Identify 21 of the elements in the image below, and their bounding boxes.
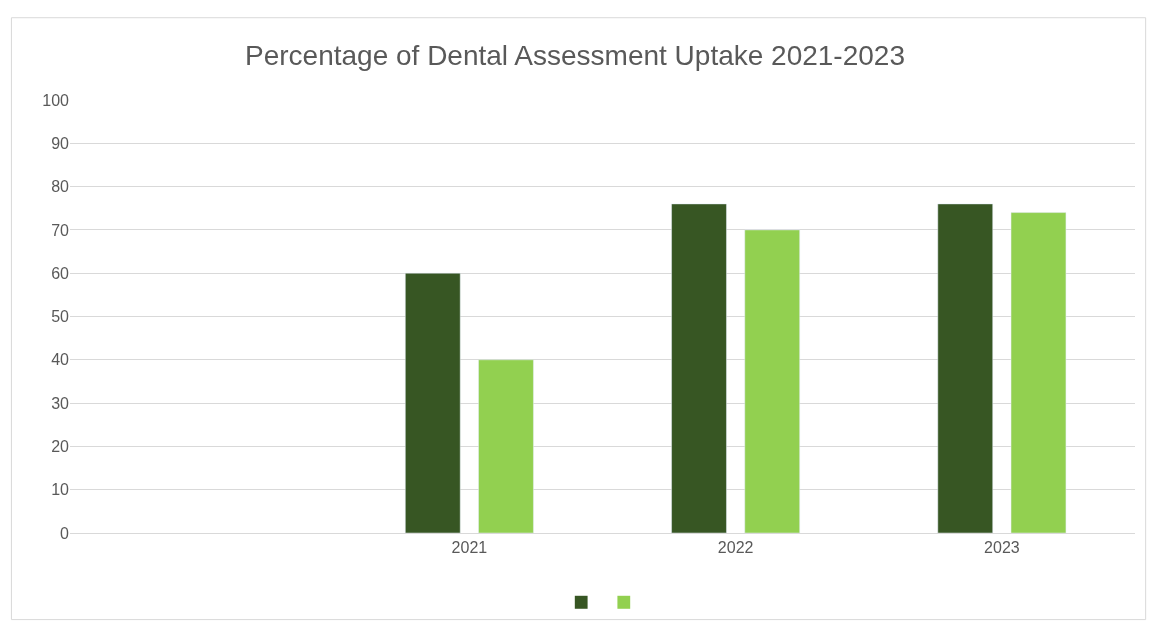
y-tick-label: 0 (60, 524, 70, 542)
y-tick-label: 90 (51, 134, 70, 152)
y-tick-label: 10 (51, 481, 70, 499)
y-tick-label: 50 (51, 308, 70, 326)
x-tick-label: 2022 (717, 539, 754, 557)
y-tick-label: 60 (51, 264, 70, 282)
y-tick-label: 40 (51, 351, 70, 369)
bar (937, 203, 993, 533)
x-tick-label: 2021 (451, 539, 488, 557)
x-tick-label: 2023 (984, 539, 1020, 557)
bar (744, 229, 800, 533)
y-tick-label: 20 (51, 438, 70, 455)
bar (671, 203, 727, 533)
bar (405, 272, 461, 533)
bar (478, 359, 534, 533)
y-tick-label: 80 (51, 178, 70, 196)
y-tick-label: 70 (51, 221, 70, 239)
y-tick-label: 100 (42, 91, 70, 109)
y-tick-label: 30 (51, 394, 70, 412)
chart-title: Percentage of Dental Assessment Uptake 2021-2023 (245, 39, 905, 71)
bar (1010, 212, 1067, 533)
